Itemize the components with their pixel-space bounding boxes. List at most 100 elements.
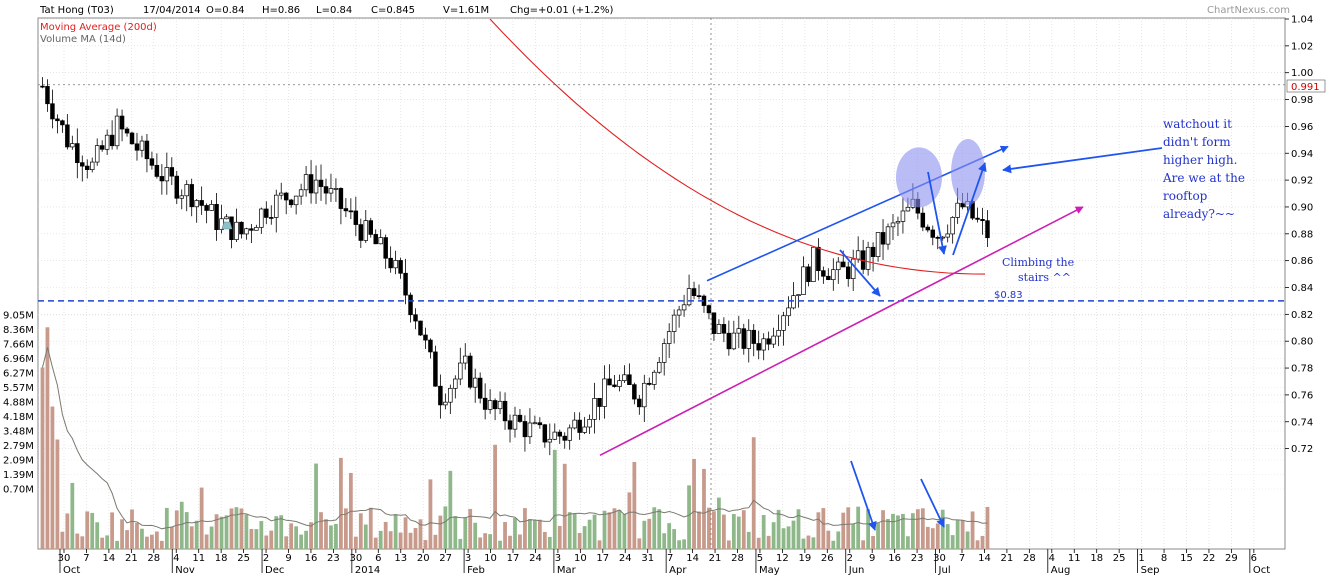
candle-body	[458, 362, 463, 380]
candlestick	[647, 377, 652, 386]
volume-bar	[140, 528, 144, 549]
candle-body	[298, 189, 304, 197]
candlestick	[333, 178, 339, 202]
candlestick	[109, 120, 115, 150]
volume-bar	[537, 519, 542, 549]
candle-body	[119, 115, 125, 130]
candle-body	[383, 237, 388, 259]
candlestick	[418, 320, 423, 336]
candlestick	[89, 157, 95, 173]
volume-bar	[70, 482, 75, 549]
x-day-tick: 3	[555, 553, 561, 564]
volume-bar	[329, 525, 333, 549]
candle-body	[766, 338, 771, 345]
volume-bar	[761, 515, 766, 549]
candle-body	[850, 258, 856, 279]
y-tick-label: 0.94	[1291, 149, 1313, 160]
volume-bar	[736, 516, 741, 549]
volume-bar	[811, 537, 816, 549]
x-day-tick: 6	[375, 553, 381, 564]
x-day-tick: 24	[619, 553, 632, 564]
candlestick	[224, 214, 229, 220]
note-watch-5: rooftop	[1163, 189, 1208, 203]
volume-bar	[224, 515, 229, 549]
candlestick	[393, 250, 398, 275]
x-day-tick: 2	[263, 553, 269, 564]
volume-bar	[194, 520, 199, 549]
candlestick	[134, 132, 140, 161]
candlestick	[94, 138, 100, 166]
candle-body	[99, 145, 105, 150]
candlestick	[358, 218, 364, 248]
candlestick	[308, 160, 314, 204]
volume-bar	[353, 536, 358, 549]
volume-bar	[100, 537, 105, 549]
volume-bar	[483, 533, 488, 549]
candlestick	[562, 432, 567, 449]
volume-bar	[488, 534, 493, 549]
candle-body	[492, 400, 498, 410]
candle-body	[816, 246, 821, 272]
candlestick	[567, 424, 572, 450]
volume-bar	[398, 532, 403, 549]
volume-bar	[726, 540, 731, 549]
candle-body	[855, 250, 861, 260]
volume-bar	[637, 538, 642, 549]
volume-bar	[204, 534, 209, 549]
x-day-tick: 7	[667, 553, 673, 564]
candle-body	[592, 398, 597, 420]
volume-bar	[294, 526, 299, 549]
candle-body	[552, 431, 558, 440]
y-tick-label: 0.74	[1291, 417, 1313, 428]
candlestick	[259, 207, 264, 234]
candle-body	[338, 188, 344, 209]
candlestick	[303, 166, 309, 197]
candle-body	[413, 314, 418, 322]
candlestick	[502, 392, 508, 430]
candle-body	[796, 294, 801, 297]
volume-bar	[532, 519, 537, 549]
x-day-tick: 9	[869, 553, 875, 564]
candle-body	[726, 332, 732, 350]
x-day-tick: 30	[58, 553, 71, 564]
candlestick	[587, 414, 592, 434]
volume-bar	[209, 526, 214, 549]
volume-bar	[920, 508, 925, 549]
volume-bar	[806, 535, 811, 549]
candlestick	[149, 151, 155, 170]
x-day-tick: 4	[1049, 553, 1055, 564]
candlestick	[144, 133, 150, 173]
candlestick	[930, 225, 936, 246]
candlestick	[806, 263, 811, 287]
candlestick	[537, 417, 543, 429]
volume-bar	[314, 463, 318, 549]
candlestick	[60, 119, 65, 133]
candle-body	[154, 164, 160, 177]
candle-body	[502, 400, 508, 422]
candlestick	[184, 180, 189, 212]
candle-body	[318, 179, 324, 187]
candlestick	[348, 198, 354, 220]
candle-body	[776, 330, 781, 337]
candle-body	[164, 167, 170, 182]
note-watch-4: Are we at the	[1162, 171, 1245, 185]
candlestick	[771, 327, 776, 348]
candle-body	[293, 195, 299, 206]
candlestick	[661, 338, 667, 376]
candlestick	[836, 257, 841, 284]
volume-bar	[910, 513, 915, 549]
watermark: ChartNexus.com	[1207, 5, 1290, 16]
candlestick	[403, 258, 408, 305]
volume-bar	[463, 517, 468, 549]
volume-bar	[930, 528, 935, 549]
volume-bar	[503, 522, 507, 549]
candle-body	[184, 184, 189, 197]
candlestick	[298, 183, 304, 205]
volume-bar	[239, 508, 244, 549]
volume-bar	[125, 530, 129, 549]
candle-body	[393, 260, 398, 269]
candle-body	[507, 420, 513, 430]
candle-body	[472, 377, 478, 388]
volume-bar	[786, 526, 791, 549]
volume-bar	[712, 511, 716, 549]
